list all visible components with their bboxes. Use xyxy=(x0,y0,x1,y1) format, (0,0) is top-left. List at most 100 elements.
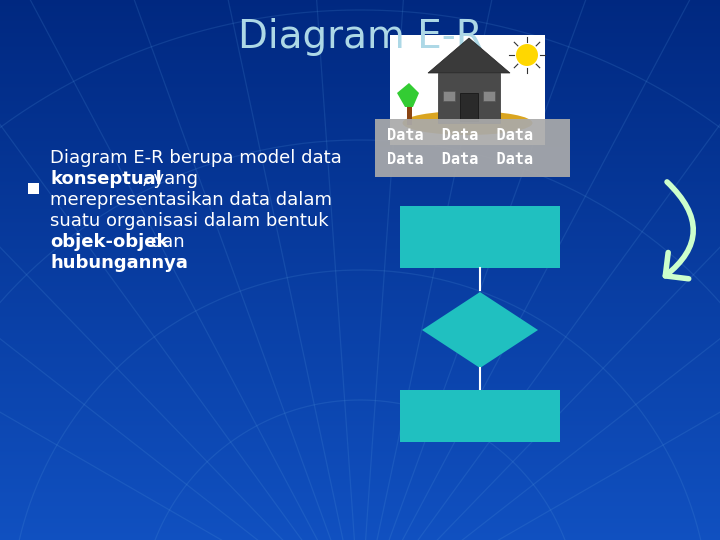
Bar xyxy=(0,64,720,65)
Bar xyxy=(0,40,720,41)
Bar xyxy=(28,183,39,194)
Bar xyxy=(0,386,720,387)
Bar xyxy=(0,375,720,376)
Bar xyxy=(0,344,720,345)
Bar xyxy=(0,458,720,459)
Bar xyxy=(0,290,720,291)
Bar xyxy=(0,246,720,247)
Bar xyxy=(0,272,720,273)
Bar xyxy=(0,200,720,201)
Bar xyxy=(0,23,720,24)
Bar xyxy=(0,403,720,404)
Bar xyxy=(0,120,720,121)
Bar xyxy=(0,78,720,79)
Bar xyxy=(0,488,720,489)
Bar xyxy=(0,15,720,16)
Bar xyxy=(0,89,720,90)
Bar xyxy=(0,143,720,144)
Bar xyxy=(0,462,720,463)
Bar xyxy=(0,122,720,123)
Bar xyxy=(0,341,720,342)
Bar xyxy=(0,82,720,83)
Bar xyxy=(0,372,720,373)
Bar xyxy=(0,212,720,213)
Bar xyxy=(0,369,720,370)
Text: Diagram E-R: Diagram E-R xyxy=(238,18,482,56)
Bar xyxy=(0,270,720,271)
Bar xyxy=(0,21,720,22)
Bar xyxy=(0,324,720,325)
Bar xyxy=(0,171,720,172)
Bar xyxy=(0,414,720,415)
Bar xyxy=(0,123,720,124)
Bar xyxy=(0,508,720,509)
Bar xyxy=(0,139,720,140)
Bar xyxy=(0,353,720,354)
Bar xyxy=(0,504,720,505)
Bar xyxy=(0,271,720,272)
Bar xyxy=(0,164,720,165)
Bar xyxy=(0,517,720,518)
Bar xyxy=(0,2,720,3)
Bar xyxy=(0,379,720,380)
Bar xyxy=(0,22,720,23)
Bar xyxy=(0,185,720,186)
Bar xyxy=(0,355,720,356)
Bar xyxy=(0,446,720,447)
Bar xyxy=(0,437,720,438)
Bar xyxy=(0,176,720,177)
Bar xyxy=(0,451,720,452)
Bar xyxy=(0,261,720,262)
Bar xyxy=(0,256,720,257)
Bar xyxy=(0,536,720,537)
Bar xyxy=(0,31,720,32)
Bar xyxy=(0,428,720,429)
Text: Data  Data  Data: Data Data Data xyxy=(387,127,533,143)
Text: suatu organisasi dalam bentuk: suatu organisasi dalam bentuk xyxy=(50,212,328,230)
Bar xyxy=(0,529,720,530)
Bar xyxy=(0,397,720,398)
Bar xyxy=(0,172,720,173)
Bar xyxy=(0,361,720,362)
Bar xyxy=(0,37,720,38)
Bar xyxy=(0,288,720,289)
Bar xyxy=(0,453,720,454)
Bar xyxy=(0,115,720,116)
Bar xyxy=(0,245,720,246)
Bar xyxy=(0,478,720,479)
Bar xyxy=(0,267,720,268)
Bar xyxy=(0,387,720,388)
Bar xyxy=(0,197,720,198)
Bar xyxy=(0,327,720,328)
Bar xyxy=(0,112,720,113)
Bar xyxy=(0,447,720,448)
Bar xyxy=(0,444,720,445)
Bar xyxy=(0,167,720,168)
Bar xyxy=(0,280,720,281)
Bar xyxy=(0,58,720,59)
Bar xyxy=(0,193,720,194)
Bar xyxy=(0,309,720,310)
Bar xyxy=(0,208,720,209)
Bar xyxy=(0,450,720,451)
Bar xyxy=(0,196,720,197)
Bar xyxy=(0,91,720,92)
Bar xyxy=(0,286,720,287)
Bar xyxy=(0,199,720,200)
Bar xyxy=(0,533,720,534)
Bar xyxy=(0,404,720,405)
Bar xyxy=(0,392,720,393)
Bar xyxy=(0,24,720,25)
Bar xyxy=(0,222,720,223)
Bar xyxy=(0,53,720,54)
Bar xyxy=(0,178,720,179)
Bar xyxy=(0,474,720,475)
Bar xyxy=(0,383,720,384)
Bar xyxy=(0,400,720,401)
Bar xyxy=(0,219,720,220)
Text: objek-objek: objek-objek xyxy=(50,233,168,251)
Bar xyxy=(0,439,720,440)
Bar xyxy=(0,264,720,265)
Bar xyxy=(0,72,720,73)
Bar xyxy=(0,182,720,183)
